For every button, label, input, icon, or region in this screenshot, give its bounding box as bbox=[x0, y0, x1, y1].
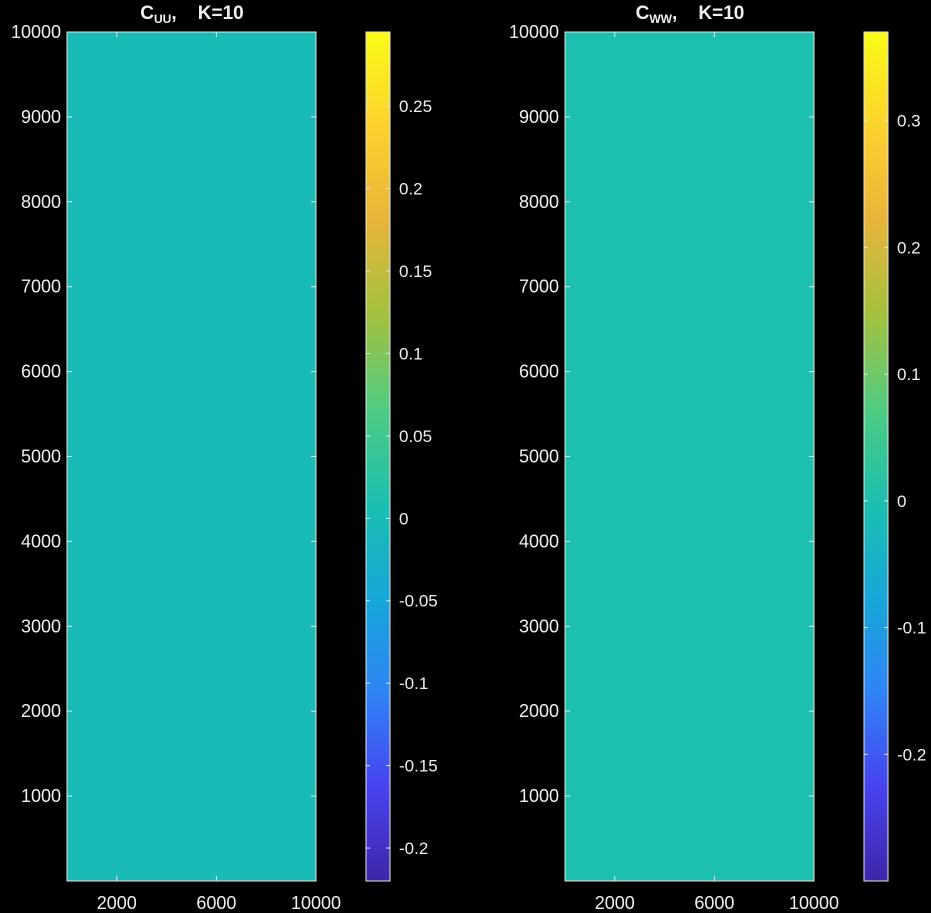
heatmap-field bbox=[565, 32, 814, 881]
colorbar-tick-label: -0.1 bbox=[399, 674, 428, 693]
y-tick-label: 4000 bbox=[21, 531, 61, 551]
colorbar-tick-label: 0.1 bbox=[897, 365, 921, 384]
x-tick-label: 6000 bbox=[196, 893, 236, 913]
y-tick-label: 2000 bbox=[519, 701, 559, 721]
colorbar-tick-label: 0.1 bbox=[399, 344, 423, 363]
y-tick-label: 2000 bbox=[21, 701, 61, 721]
y-tick-label: 5000 bbox=[519, 447, 559, 467]
colorbar-tick-label: 0.3 bbox=[897, 112, 921, 131]
colorbar-tick-label: 0.15 bbox=[399, 262, 432, 281]
colorbar-gradient bbox=[366, 32, 390, 881]
heatmap-field bbox=[67, 32, 316, 881]
x-tick-label: 10000 bbox=[291, 893, 341, 913]
colorbar-tick-label: -0.15 bbox=[399, 757, 438, 776]
y-tick-label: 7000 bbox=[21, 277, 61, 297]
x-tick-label: 6000 bbox=[694, 893, 734, 913]
y-tick-label: 10000 bbox=[509, 22, 559, 42]
panel-cww: CWW, K=10 1000 2000 3000 4000 5000 6000 7000 80… bbox=[509, 3, 926, 913]
colorbar-tick-label: -0.2 bbox=[399, 839, 428, 858]
y-tick-label: 1000 bbox=[21, 786, 61, 806]
x-tick-label: 10000 bbox=[789, 893, 839, 913]
plot-title-cww: CWW, K=10 bbox=[636, 3, 745, 26]
y-tick-label: 7000 bbox=[519, 277, 559, 297]
heatmap-cuu bbox=[67, 32, 316, 881]
colorbar-tick-label: -0.2 bbox=[897, 745, 926, 764]
colorbar-frame bbox=[365, 31, 391, 882]
axes-cuu: 1000 2000 3000 4000 5000 6000 7000 8000 9000 1000… bbox=[11, 22, 341, 913]
y-tick-label: 9000 bbox=[519, 107, 559, 127]
y-tick-label: 3000 bbox=[519, 616, 559, 636]
plot-title-cuu: CUU, K=10 bbox=[140, 3, 243, 26]
colorbar-cuu: -0.2 -0.15 -0.1 -0.05 0 0.05 0.1 0.15 0.2 0.25 bbox=[365, 31, 438, 882]
y-tick-label: 9000 bbox=[21, 107, 61, 127]
colorbar-tick-label: -0.1 bbox=[897, 619, 926, 638]
y-tick-label: 3000 bbox=[21, 616, 61, 636]
y-tick-label: 4000 bbox=[519, 531, 559, 551]
y-tick-label: 6000 bbox=[519, 362, 559, 382]
colorbar-tick-label: 0.2 bbox=[399, 180, 423, 199]
colorbar-tick-label: -0.05 bbox=[399, 592, 438, 611]
colorbar-tick-label: 0 bbox=[897, 492, 906, 511]
colorbar-cww: -0.2 -0.1 0 0.1 0.2 0.3 bbox=[863, 31, 926, 882]
x-tick-label: 2000 bbox=[595, 893, 635, 913]
axes-cww: 1000 2000 3000 4000 5000 6000 7000 8000 9000 1000… bbox=[509, 22, 839, 913]
y-tick-label: 8000 bbox=[21, 192, 61, 212]
colorbar-frame bbox=[863, 31, 889, 882]
panel-cuu: CUU, K=10 1000 2000 3000 4000 5000 6000 7000 80… bbox=[11, 3, 438, 913]
colorbar-tick-label: 0.05 bbox=[399, 427, 432, 446]
colorbar-tick-label: 0.25 bbox=[399, 97, 432, 116]
y-tick-label: 8000 bbox=[519, 192, 559, 212]
y-tick-label: 5000 bbox=[21, 447, 61, 467]
colorbar-tick-label: 0.2 bbox=[897, 238, 921, 257]
y-tick-label: 10000 bbox=[11, 22, 61, 42]
colorbar-tick-label: 0 bbox=[399, 509, 408, 528]
y-tick-label: 1000 bbox=[519, 786, 559, 806]
y-tick-label: 6000 bbox=[21, 362, 61, 382]
colorbar-gradient bbox=[864, 32, 888, 881]
heatmap-cww bbox=[565, 32, 814, 881]
x-tick-label: 2000 bbox=[97, 893, 137, 913]
